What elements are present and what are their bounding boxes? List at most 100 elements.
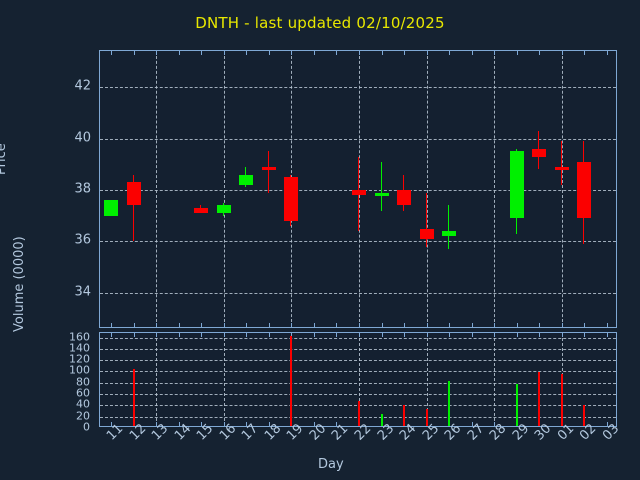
volume-bar xyxy=(425,409,428,426)
day-tick xyxy=(313,51,315,55)
candlestick xyxy=(532,51,547,327)
day-tick xyxy=(111,333,113,337)
candle-body xyxy=(419,228,434,239)
day-tick xyxy=(539,333,541,337)
day-tick xyxy=(359,323,360,327)
volume-bar xyxy=(515,383,518,426)
day-tick xyxy=(313,333,315,337)
candlestick xyxy=(239,51,254,327)
candlestick xyxy=(397,51,412,327)
day-tick xyxy=(223,333,225,337)
candle-wick xyxy=(267,151,269,193)
price-tick-label: 40 xyxy=(74,130,91,146)
day-tick xyxy=(156,333,158,337)
candle-body xyxy=(194,208,209,214)
candle-body xyxy=(284,177,299,221)
candle-body xyxy=(397,190,412,206)
day-tick xyxy=(201,422,203,426)
day-tick xyxy=(561,323,563,327)
day-tick xyxy=(336,333,338,337)
price-plot-area xyxy=(99,50,617,328)
volume-bar xyxy=(403,404,406,426)
day-tick xyxy=(584,51,586,55)
volume-bar xyxy=(132,369,135,426)
volume-tick-label: 60 xyxy=(76,386,90,400)
candle-body xyxy=(352,190,366,196)
volume-bar xyxy=(358,400,360,426)
day-tick xyxy=(449,333,451,337)
day-tick xyxy=(156,51,158,55)
candle-body xyxy=(532,148,547,157)
day-tick xyxy=(584,333,586,337)
day-tick xyxy=(336,422,338,426)
day-tick xyxy=(178,51,180,55)
day-tick xyxy=(606,323,608,327)
day-tick xyxy=(404,51,406,55)
candle-wick xyxy=(425,192,427,247)
day-tick xyxy=(178,323,180,327)
candlestick xyxy=(442,51,457,327)
day-tick xyxy=(561,51,563,55)
candle-wick xyxy=(448,205,450,250)
day-tick xyxy=(516,333,518,337)
day-tick xyxy=(494,333,496,337)
day-tick xyxy=(381,323,383,327)
volume-tick-label: 140 xyxy=(69,341,90,355)
day-tick xyxy=(471,323,473,327)
day-tick xyxy=(606,333,608,337)
day-tick xyxy=(471,51,473,55)
day-tick xyxy=(426,323,428,327)
day-tick xyxy=(291,333,293,337)
day-tick xyxy=(561,333,563,337)
price-tick-label: 34 xyxy=(74,284,91,300)
day-tick xyxy=(291,323,293,327)
day-tick xyxy=(268,323,270,327)
candle-wick xyxy=(132,174,134,242)
candlestick xyxy=(509,51,524,327)
volume-vertical-gridline xyxy=(223,333,225,426)
day-tick xyxy=(133,333,135,337)
candlestick xyxy=(554,51,569,327)
volume-tick-label: 40 xyxy=(76,397,90,411)
candle-body xyxy=(239,174,254,185)
day-tick xyxy=(291,51,293,55)
volume-bar xyxy=(448,380,451,426)
candlestick xyxy=(194,51,209,327)
day-tick xyxy=(223,422,225,426)
candle-body xyxy=(126,182,141,206)
candlestick xyxy=(419,51,434,327)
day-tick xyxy=(404,333,406,337)
day-tick xyxy=(246,323,248,327)
candle-body xyxy=(577,161,592,219)
volume-tick-label: 80 xyxy=(76,375,90,389)
volume-bar xyxy=(560,373,563,426)
volume-plot-area xyxy=(99,332,617,427)
day-tick xyxy=(201,51,203,55)
volume-gridline xyxy=(100,348,616,350)
volume-vertical-gridline xyxy=(156,333,158,426)
volume-vertical-gridline xyxy=(494,333,496,426)
day-tick xyxy=(111,323,113,327)
price-vertical-gridline xyxy=(494,51,496,327)
day-tick xyxy=(471,422,473,426)
candlestick xyxy=(104,51,119,327)
candlestick xyxy=(284,51,299,327)
volume-tick-label: 20 xyxy=(76,409,90,423)
day-tick xyxy=(156,323,158,327)
volume-bar xyxy=(380,413,383,426)
day-tick xyxy=(313,422,315,426)
day-tick xyxy=(359,51,360,55)
volume-gridline xyxy=(100,337,616,339)
day-tick xyxy=(246,333,248,337)
day-tick xyxy=(336,323,338,327)
day-tick xyxy=(111,422,113,426)
day-tick xyxy=(426,51,428,55)
day-tick xyxy=(606,422,608,426)
volume-bar xyxy=(583,404,586,426)
day-tick xyxy=(449,323,451,327)
day-tick xyxy=(381,333,383,337)
candlestick xyxy=(216,51,231,327)
candle-wick xyxy=(560,141,562,185)
day-tick xyxy=(178,333,180,337)
